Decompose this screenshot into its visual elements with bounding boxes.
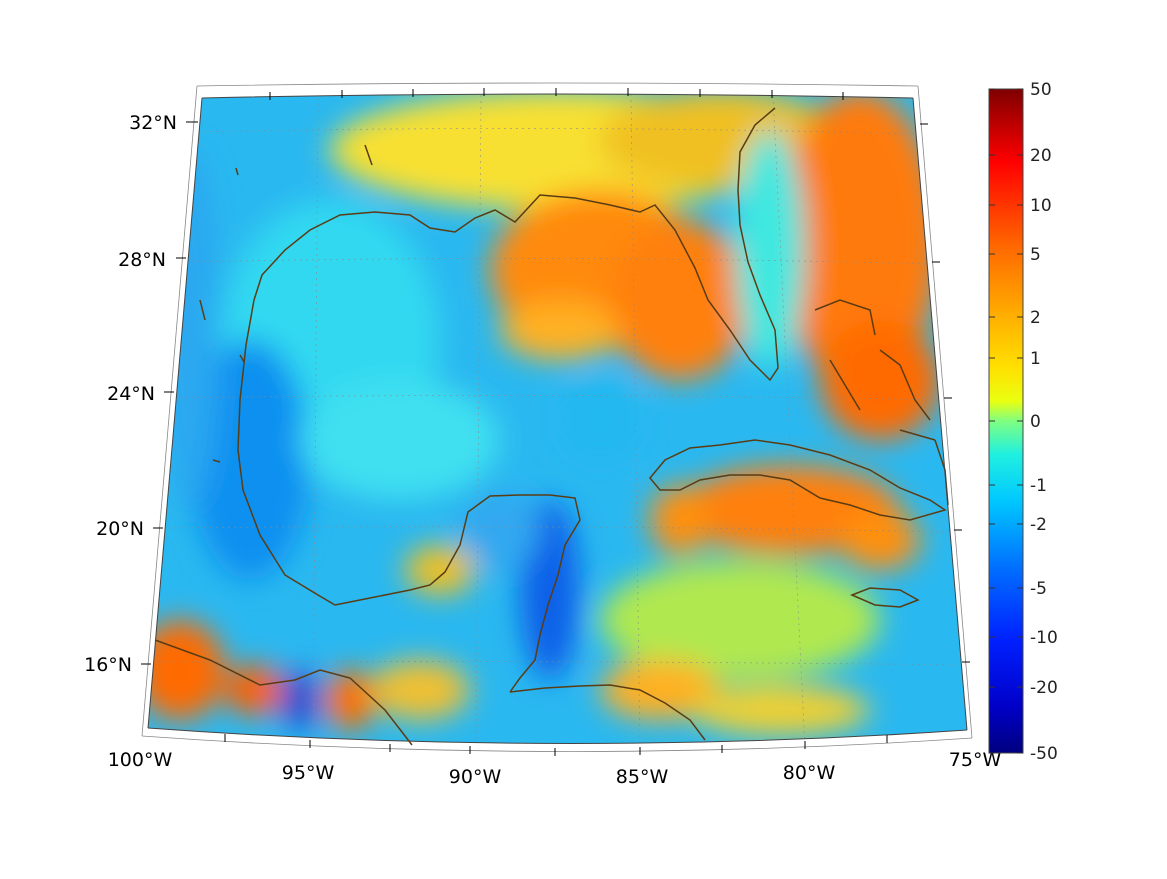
longitude-labels: 100°W 95°W 90°W 85°W 80°W 75°W (108, 749, 1002, 788)
colorbar-label: 0 (1030, 412, 1041, 432)
coastline-bahamas (814, 299, 936, 441)
coastline-jamaica (850, 587, 920, 608)
colorbar-label: 5 (1030, 245, 1041, 265)
colorbar-label: -50 (1030, 744, 1058, 764)
lon-label-80: 80°W (783, 762, 836, 784)
colorbar-label: 1 (1030, 349, 1041, 369)
coastline-cuba (649, 439, 947, 521)
lat-label-28: 28°N (118, 249, 166, 271)
coastline-gulf (253, 107, 779, 382)
latitude-labels: 32°N 28°N 24°N 20°N 16°N (84, 112, 177, 676)
lon-label-75: 75°W (949, 749, 1002, 771)
lon-label-100: 100°W (108, 749, 173, 771)
lat-label-32: 32°N (129, 112, 177, 134)
lon-label-85: 85°W (616, 766, 669, 788)
colorbar-label: 50 (1030, 80, 1052, 100)
map-frame (141, 82, 973, 756)
lat-label-20: 20°N (96, 518, 144, 540)
lat-label-16: 16°N (84, 654, 132, 676)
coastline-central-america (154, 639, 706, 746)
graticule (149, 94, 963, 744)
colorbar-label: 10 (1030, 196, 1052, 216)
colorbar-label: -20 (1030, 678, 1058, 698)
colorbar-label: -5 (1030, 579, 1047, 599)
lat-label-24: 24°N (107, 383, 155, 405)
colorbar-label: 2 (1030, 308, 1041, 328)
coastline-mexico (237, 299, 581, 693)
colorbar-label: 20 (1030, 146, 1052, 166)
coastline-islands (199, 144, 373, 463)
colorbar-ticks (989, 88, 1023, 754)
data-field (148, 94, 967, 744)
lon-label-95: 95°W (282, 762, 335, 784)
colorbar-label: -10 (1030, 628, 1058, 648)
colorbar-label: -1 (1030, 476, 1047, 496)
lon-label-90: 90°W (449, 766, 502, 788)
colorbar-label: -2 (1030, 515, 1047, 535)
